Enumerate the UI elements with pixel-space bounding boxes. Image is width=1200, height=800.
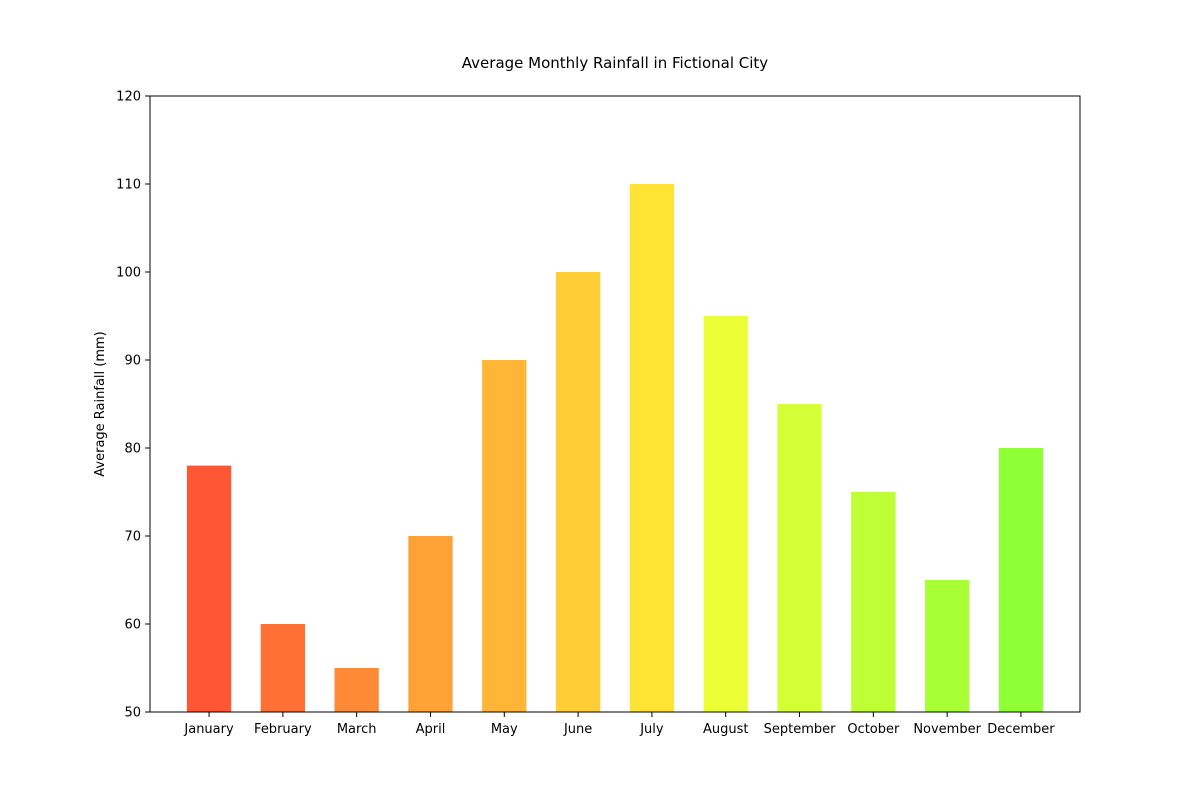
bar-september (777, 404, 822, 712)
plot-frame (149, 95, 1081, 713)
chart-title: Average Monthly Rainfall in Fictional Ci… (462, 54, 769, 72)
x-tick-label: January (183, 722, 234, 737)
bar-july (629, 184, 675, 712)
bar-january (186, 465, 232, 712)
bar-february (260, 624, 305, 712)
bars-group (186, 184, 1044, 712)
y-tick-label: 80 (124, 442, 141, 457)
y-tick-label: 120 (116, 90, 141, 105)
bar-june (555, 272, 601, 712)
x-tick-label: November (913, 722, 981, 737)
x-tick-label: July (639, 722, 664, 737)
y-tick-label: 60 (124, 618, 141, 633)
x-tick-label: May (491, 722, 518, 737)
x-tick-label: April (416, 722, 446, 737)
bar-march (334, 668, 379, 712)
x-tick-label: February (254, 722, 312, 737)
bar-may (482, 360, 527, 712)
bar-august (703, 316, 748, 712)
y-tick-label: 100 (116, 266, 141, 281)
x-tick-label: October (847, 722, 900, 737)
bar-april (408, 536, 453, 712)
x-ticks-group: January February March April May June July Augu… (183, 712, 1055, 737)
bar-october (851, 492, 896, 712)
bar-november (925, 580, 970, 712)
y-tick-label: 90 (124, 354, 141, 369)
y-tick-label: 110 (116, 178, 141, 193)
bar-december (998, 448, 1044, 712)
axes-group (149, 95, 1081, 713)
x-tick-label: September (764, 722, 837, 737)
x-tick-label: March (337, 722, 377, 737)
x-tick-label: August (703, 722, 749, 737)
y-ticks-group: 50 60 70 80 90 100 110 120 (116, 90, 150, 721)
x-tick-label: June (563, 722, 592, 737)
y-axis-label: Average Rainfall (mm) (93, 331, 108, 476)
y-tick-label: 70 (124, 530, 141, 545)
y-tick-label: 50 (124, 706, 141, 721)
x-tick-label: December (987, 722, 1055, 737)
